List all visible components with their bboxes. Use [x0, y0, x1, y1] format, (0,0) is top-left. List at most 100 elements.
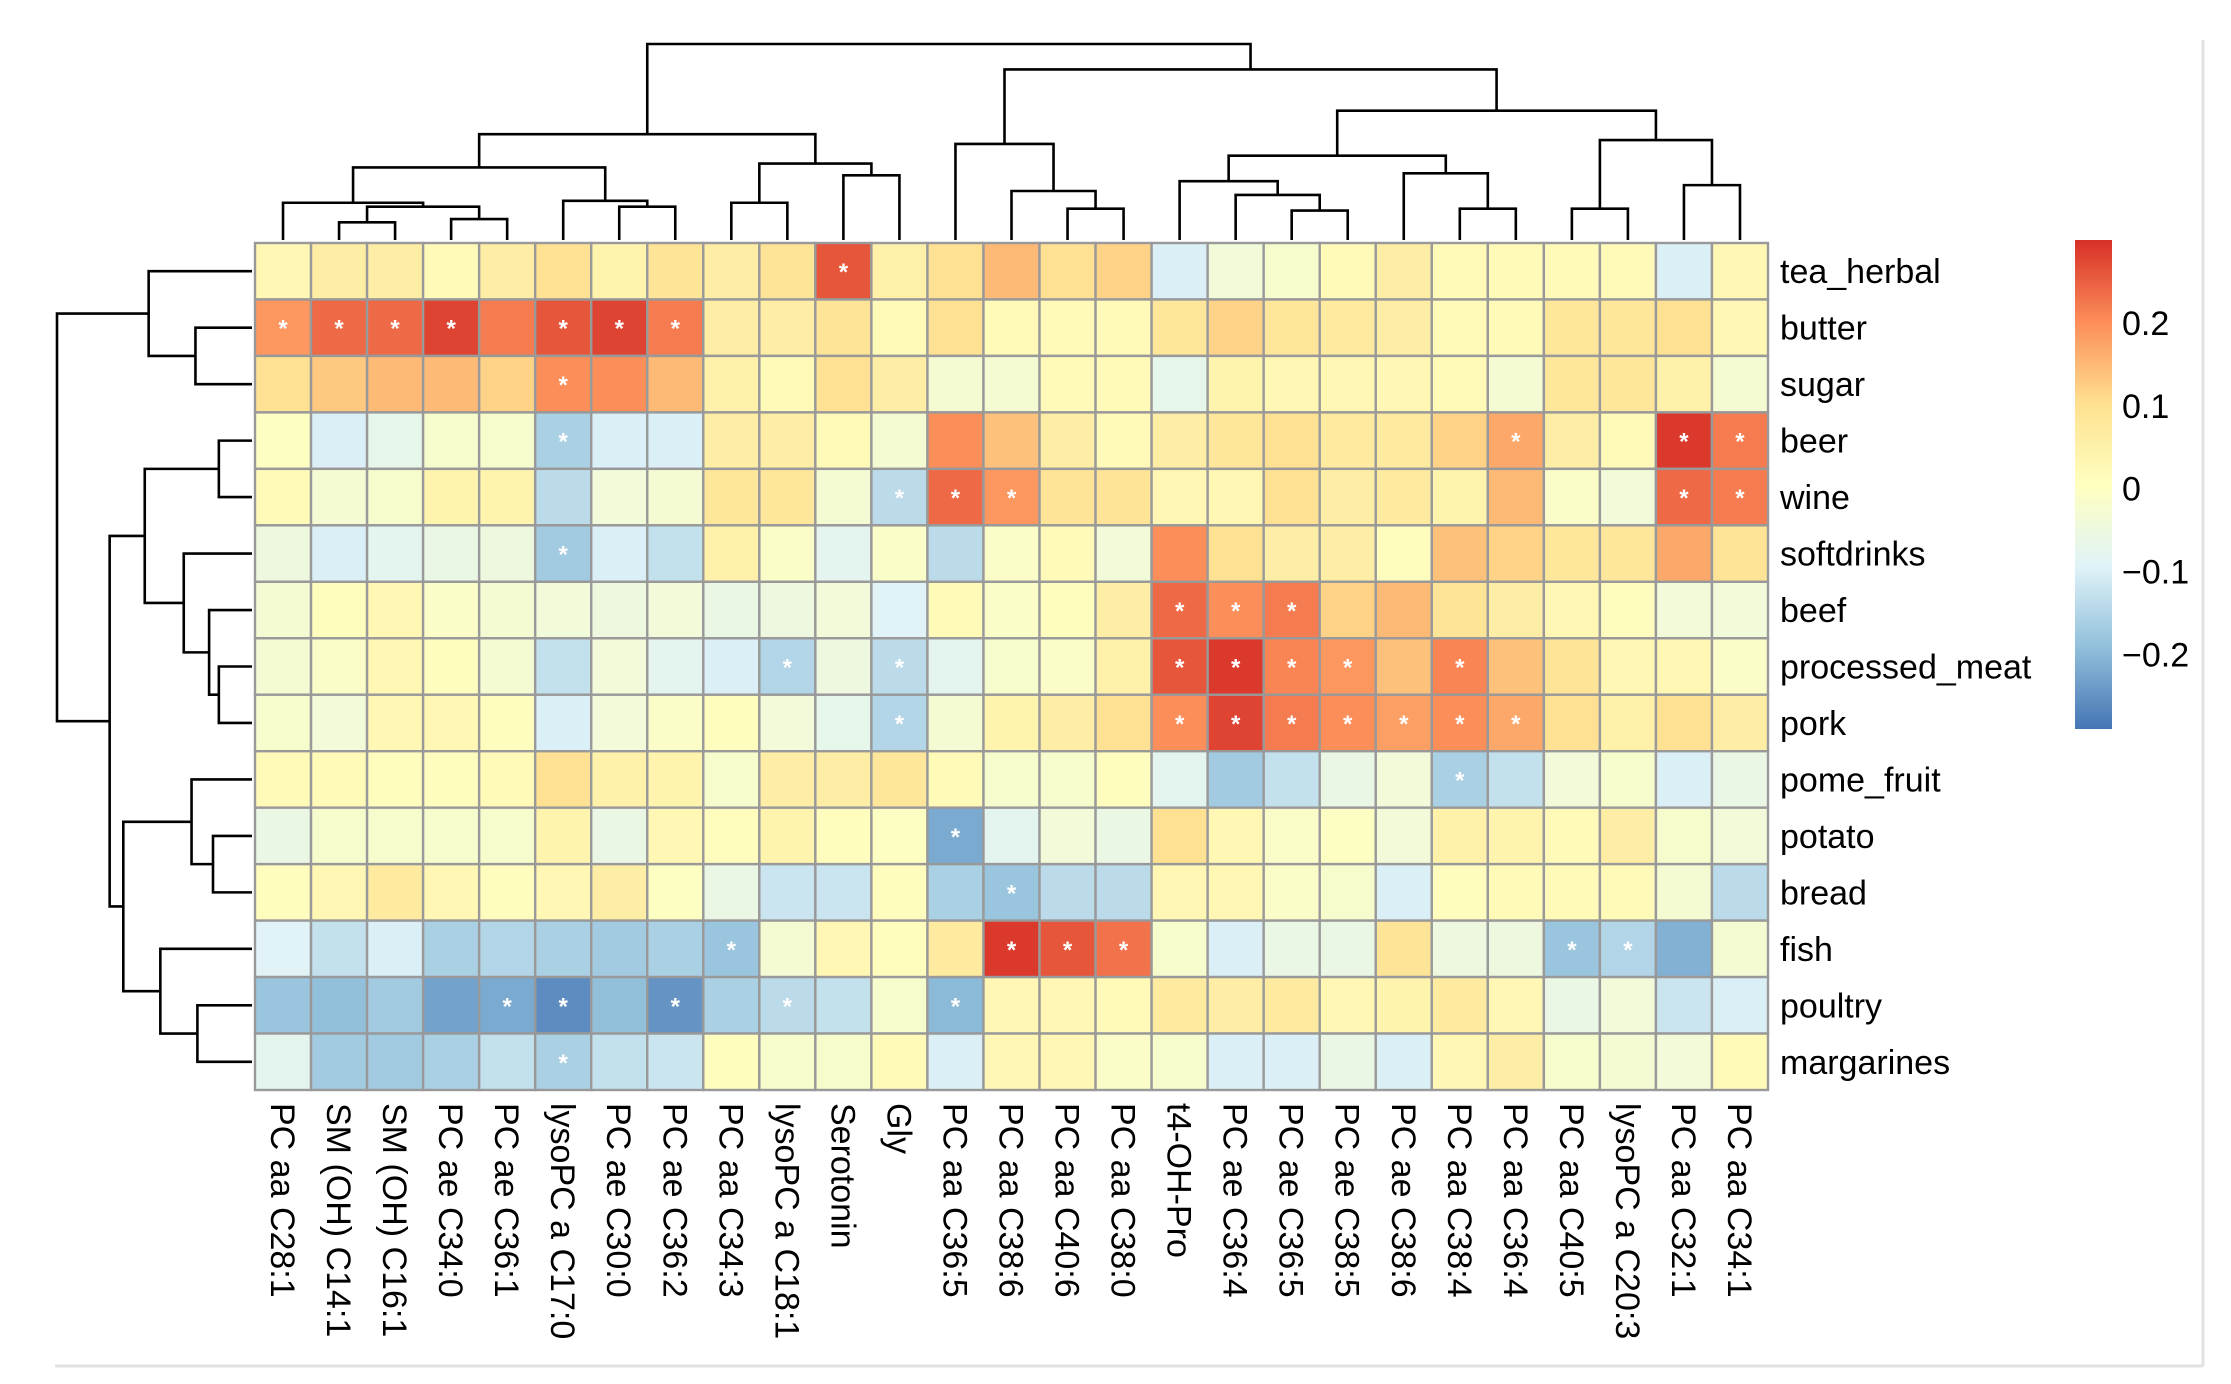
heatmap-cell: [421, 919, 481, 979]
heatmap-cell: [814, 919, 873, 979]
row-dendrogram-branch: [159, 947, 252, 1035]
heatmap-cell: [646, 919, 705, 979]
heatmap-cell: [1206, 806, 1265, 866]
heatmap-cell: [421, 637, 481, 696]
heatmap-cell: [1262, 975, 1321, 1035]
column-dendrogram: [281, 42, 1742, 240]
heatmap-cell: [982, 862, 1041, 922]
heatmap-cell: [1598, 467, 1658, 527]
heatmap-cell: [982, 919, 1041, 979]
column-dendrogram-branch: [351, 166, 607, 203]
heatmap-cell: [758, 241, 817, 301]
heatmap-cell: [1150, 411, 1209, 471]
heatmap-cell: [1374, 411, 1433, 471]
significance-star: *: [559, 316, 569, 343]
heatmap-cell: [1710, 1032, 1770, 1092]
heatmap-cell: [870, 241, 929, 301]
row-dendrogram-branch: [196, 1004, 252, 1064]
heatmap-cell: [758, 862, 817, 922]
column-label: PC aa C34:1: [1720, 1103, 1758, 1298]
significance-star: *: [1735, 429, 1745, 456]
heatmap-cell: [1318, 298, 1377, 358]
heatmap-cell: [590, 354, 649, 414]
heatmap-cell: [590, 862, 649, 922]
significance-star: *: [839, 259, 849, 286]
row-dendrogram-branch: [182, 552, 252, 654]
heatmap-cell: [253, 919, 313, 979]
column-label: PC ae C36:4: [1216, 1103, 1254, 1298]
heatmap-cell: [870, 524, 929, 583]
heatmap-cell: [421, 298, 481, 358]
heatmap-cell: [814, 354, 873, 414]
heatmap-cell: [1654, 637, 1714, 696]
heatmap-cell: [421, 241, 481, 301]
heatmap-cell: [1374, 750, 1433, 809]
heatmap-cell: [758, 750, 817, 809]
significance-star: *: [1735, 485, 1745, 512]
heatmap-cell: [1262, 411, 1321, 471]
significance-star: *: [502, 993, 512, 1020]
significance-star: *: [334, 316, 344, 343]
heatmap-cell: [1374, 524, 1433, 583]
heatmap-cell: [533, 354, 593, 414]
heatmap-cell: [533, 862, 593, 922]
heatmap-cell: [1542, 806, 1602, 866]
legend-tick-label: 0.1: [2122, 388, 2169, 426]
heatmap-cell: [1542, 975, 1602, 1035]
heatmap-cell: [1542, 467, 1602, 527]
heatmap-cell: [926, 241, 985, 301]
heatmap-cell: [365, 750, 425, 809]
heatmap-cell: [253, 524, 313, 583]
heatmap-cell: [702, 354, 761, 414]
significance-star: *: [1287, 711, 1297, 738]
row-label: potato: [1780, 818, 1875, 856]
heatmap-cell: [1262, 354, 1321, 414]
heatmap-cell: [590, 524, 649, 583]
heatmap-cell: [814, 637, 873, 696]
heatmap-cell: [253, 806, 313, 866]
heatmap-cell: [1486, 354, 1546, 414]
heatmap-cell: [926, 693, 985, 753]
significance-star: *: [390, 316, 400, 343]
heatmap-cell: [1374, 580, 1433, 640]
heatmap-cell: [1598, 975, 1658, 1035]
heatmap-cell: [1150, 241, 1209, 301]
significance-star: *: [727, 937, 737, 964]
heatmap-cell: [421, 975, 481, 1035]
heatmap-cell: [982, 975, 1041, 1035]
column-dendrogram-branch: [1682, 183, 1742, 240]
heatmap-cell: [1598, 411, 1658, 471]
heatmap-cell: [1654, 298, 1714, 358]
heatmap-cell: [982, 750, 1041, 809]
heatmap-cell: [1710, 806, 1770, 866]
heatmap-cell: [533, 241, 593, 301]
heatmap-cell: [870, 354, 929, 414]
heatmap-cell: [702, 524, 761, 583]
significance-star: *: [895, 655, 905, 682]
heatmap-cell: [926, 580, 985, 640]
significance-star: *: [1231, 655, 1241, 682]
heatmap-cell: [477, 467, 537, 527]
heatmap-cell: [1598, 1032, 1658, 1092]
heatmap-cell: [365, 298, 425, 358]
heatmap-cell: [1486, 1032, 1546, 1092]
heatmap-cell: [982, 637, 1041, 696]
significance-star: *: [1679, 485, 1689, 512]
heatmap-cell: [982, 524, 1041, 583]
heatmap-cell: [365, 411, 425, 471]
heatmap-cell: [477, 919, 537, 979]
heatmap-cell: [1150, 637, 1209, 696]
heatmap-cell: [1598, 298, 1658, 358]
heatmap-cell: [533, 580, 593, 640]
significance-star: *: [1007, 880, 1017, 907]
row-label: fish: [1780, 931, 1833, 969]
heatmap-cell: [365, 975, 425, 1035]
heatmap-cell: [1262, 467, 1321, 527]
heatmap-cell: [758, 298, 817, 358]
heatmap-cell: [309, 919, 369, 979]
column-label: PC aa C38:6: [992, 1103, 1030, 1298]
heatmap-cell: [870, 750, 929, 809]
column-label: PC aa C38:0: [1104, 1103, 1142, 1298]
heatmap-cell: [926, 637, 985, 696]
heatmap-cell: [1094, 975, 1153, 1035]
